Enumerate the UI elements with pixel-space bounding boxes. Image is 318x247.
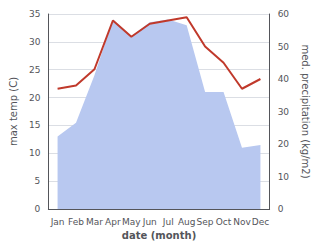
svg-text:60: 60 xyxy=(278,9,290,19)
svg-text:Jul: Jul xyxy=(162,217,174,227)
svg-text:50: 50 xyxy=(278,42,290,52)
svg-text:10: 10 xyxy=(29,148,41,158)
svg-text:Jan: Jan xyxy=(50,217,65,227)
svg-text:med. precipitation (kg/m2): med. precipitation (kg/m2) xyxy=(300,44,311,178)
svg-text:May: May xyxy=(122,217,141,227)
svg-text:5: 5 xyxy=(35,176,41,186)
svg-text:Apr: Apr xyxy=(105,217,121,227)
svg-text:30: 30 xyxy=(29,37,41,47)
svg-text:Oct: Oct xyxy=(216,217,232,227)
svg-text:0: 0 xyxy=(35,204,41,214)
svg-text:25: 25 xyxy=(29,65,40,75)
svg-text:Mar: Mar xyxy=(86,217,103,227)
svg-text:10: 10 xyxy=(278,172,290,182)
svg-text:30: 30 xyxy=(278,107,290,117)
svg-text:date (month): date (month) xyxy=(122,230,196,241)
svg-text:max temp (C): max temp (C) xyxy=(8,77,19,146)
svg-text:Nov: Nov xyxy=(233,217,251,227)
svg-text:35: 35 xyxy=(29,9,40,19)
svg-text:40: 40 xyxy=(278,74,290,84)
svg-text:Jun: Jun xyxy=(142,217,157,227)
svg-text:15: 15 xyxy=(29,120,40,130)
svg-text:20: 20 xyxy=(29,93,41,103)
svg-text:0: 0 xyxy=(278,204,284,214)
svg-text:Aug: Aug xyxy=(178,217,196,227)
svg-text:Feb: Feb xyxy=(68,217,84,227)
svg-text:Sep: Sep xyxy=(197,217,214,227)
svg-text:20: 20 xyxy=(278,139,290,149)
svg-text:Dec: Dec xyxy=(252,217,269,227)
